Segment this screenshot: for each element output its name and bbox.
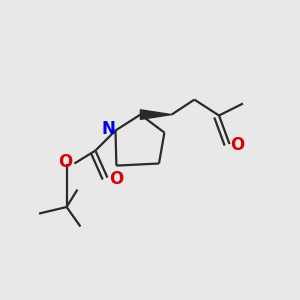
Text: O: O [58,153,73,171]
Polygon shape [140,110,172,119]
Text: O: O [109,170,123,188]
Text: O: O [230,136,244,154]
Text: N: N [101,120,115,138]
